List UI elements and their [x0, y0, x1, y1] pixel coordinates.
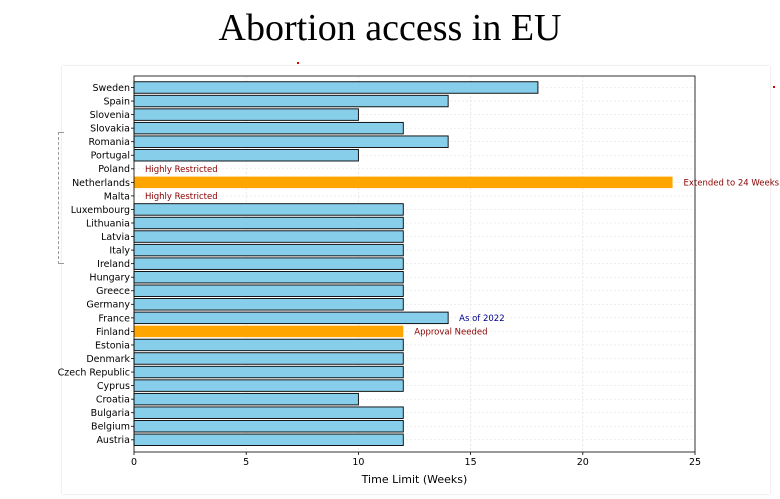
y-tick-label: Czech Republic [58, 367, 130, 378]
y-tick-label: Sweden [92, 83, 130, 94]
bar-slovenia [133, 108, 359, 121]
y-tick-label: Finland [96, 327, 130, 338]
bar-finland [134, 325, 404, 338]
side-bracket [58, 132, 64, 264]
bar-germany [133, 298, 404, 311]
x-tick-label: 10 [352, 457, 364, 468]
bar-denmark [133, 352, 404, 365]
y-tick-label: Portugal [91, 151, 130, 162]
bar-ireland [133, 257, 404, 270]
y-tick-label: Cyprus [97, 381, 130, 392]
y-tick-label: Netherlands [72, 178, 130, 189]
y-tick-label: Estonia [95, 340, 130, 351]
bar-luxembourg [133, 203, 404, 216]
annotation-finland: Approval Needed [414, 327, 487, 337]
red-dot-mark [773, 86, 775, 88]
bar-hungary [133, 271, 404, 284]
y-tick-label: Belgium [91, 422, 130, 433]
bar-spain [133, 94, 449, 108]
slide-title: Abortion access in EU [218, 7, 562, 49]
annotations: Highly Restricted Extended to 24 Weeks Hig… [145, 165, 780, 338]
bar-sweden [133, 81, 539, 94]
y-tick-label: Lithuania [86, 218, 130, 229]
bar-slovakia [133, 121, 404, 135]
y-tick-label: Hungary [89, 273, 130, 284]
y-tick-label: Spain [103, 96, 130, 107]
annotation-france: As of 2022 [459, 314, 504, 324]
y-tick-label: Latvia [101, 232, 130, 243]
y-tick-label: Denmark [86, 354, 130, 365]
bar-czech-republic [133, 365, 404, 379]
x-tick-label: 25 [689, 457, 701, 468]
y-tick-label: Slovenia [90, 110, 130, 121]
bar-romania [133, 135, 449, 148]
x-tick-label: 5 [243, 457, 249, 468]
bar-croatia [133, 392, 359, 406]
bar-france [133, 311, 449, 325]
y-tick-label: Italy [109, 246, 130, 257]
bar-cyprus [133, 379, 404, 392]
bar-bulgaria [133, 406, 404, 419]
red-dot-mark [297, 62, 299, 64]
bar-latvia [133, 230, 404, 243]
y-tick-label: Poland [98, 164, 130, 175]
y-tick-label: Luxembourg [71, 205, 130, 216]
x-tick-label: 0 [131, 457, 137, 468]
y-tick-label: Slovakia [90, 124, 130, 135]
y-tick-label: Ireland [97, 259, 130, 270]
bar-belgium [133, 420, 404, 433]
bar-greece [133, 284, 404, 297]
y-tick-label: Germany [86, 300, 130, 311]
x-tick-label: 20 [577, 457, 589, 468]
bar-estonia [133, 338, 404, 352]
annotation-malta: Highly Restricted [145, 192, 218, 202]
annotation-poland: Highly Restricted [145, 165, 218, 175]
bar-netherlands [134, 176, 673, 189]
bar-lithuania [133, 216, 404, 230]
annotation-netherlands: Extended to 24 Weeks [684, 178, 780, 188]
x-axis-label: Time Limit (Weeks) [361, 473, 468, 486]
bar-portugal [133, 149, 359, 162]
bar-italy [133, 243, 404, 257]
y-tick-label: Romania [88, 137, 130, 148]
x-tick-label: 15 [465, 457, 477, 468]
x-ticks: 0 5 10 15 20 25 [131, 452, 701, 468]
y-tick-label: Croatia [96, 395, 130, 406]
y-tick-label: Greece [96, 286, 130, 297]
y-tick-labels: Sweden Spain Slovenia Slovakia Romania Portug… [58, 83, 134, 446]
y-tick-label: Malta [104, 191, 130, 202]
plot-border [133, 75, 696, 453]
y-tick-label: France [98, 313, 130, 324]
bar-austria [133, 433, 404, 446]
bars [133, 81, 673, 446]
y-tick-label: Bulgaria [91, 408, 130, 419]
y-tick-label: Austria [96, 435, 130, 446]
